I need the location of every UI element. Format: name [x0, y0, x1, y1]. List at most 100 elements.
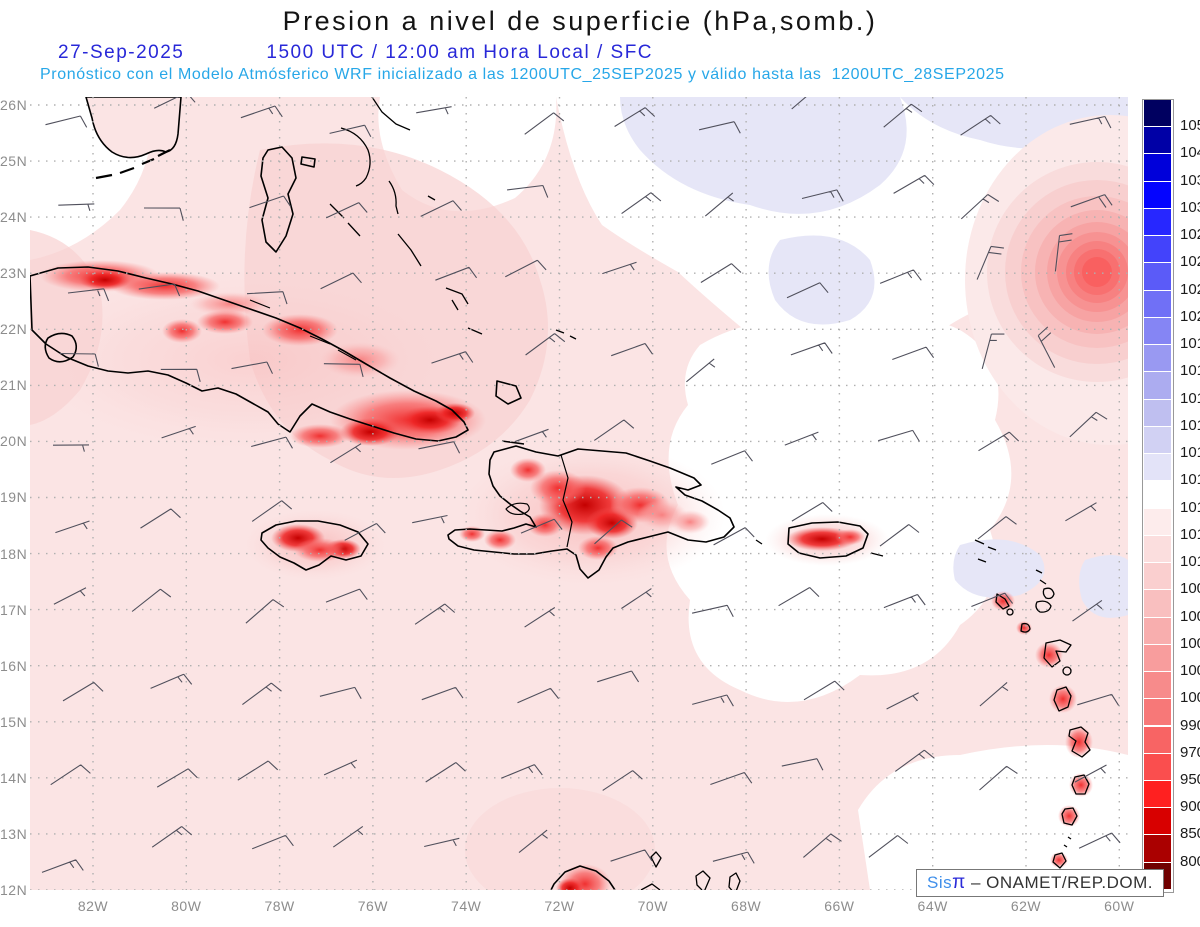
- lat-tick-label: 23N: [0, 265, 28, 282]
- colorbar-swatch: [1144, 753, 1171, 780]
- colorbar-level-label: 1022: [1180, 280, 1200, 298]
- lon-tick-label: 62W: [1010, 898, 1042, 914]
- lat-tick-label: 14N: [0, 769, 28, 786]
- colorbar-swatch: [1144, 399, 1171, 426]
- wind-barbs-layer: [41, 97, 1121, 873]
- shade-white-center-right: [666, 316, 1012, 702]
- lon-tick-label: 82W: [77, 898, 109, 914]
- colorbar-swatch: [1144, 726, 1171, 753]
- lon-tick-label: 76W: [357, 898, 389, 914]
- colorbar-swatch: [1144, 617, 1171, 644]
- lat-tick-label: 20N: [0, 433, 28, 450]
- lon-tick-label: 68W: [730, 898, 762, 914]
- colorbar-level-label: 1012: [1180, 525, 1200, 543]
- colorbar-level-label: 1020: [1180, 307, 1200, 325]
- lon-tick-label: 60W: [1104, 898, 1135, 914]
- coastline-abc-islands: [650, 851, 741, 890]
- shade-blue-1014-1015-top1: [620, 97, 907, 214]
- colorbar-level-label: 1035: [1180, 171, 1200, 189]
- lon-tick-label: 74W: [451, 898, 482, 914]
- lat-tick-label: 16N: [0, 657, 28, 674]
- colorbar-level-label: 800: [1180, 852, 1200, 870]
- coastline-hispaniola: [447, 445, 735, 579]
- coastline-gonave: [505, 502, 530, 516]
- shade-blue-1014-1015-bottomright2: [1079, 555, 1128, 618]
- valid-time: 1500 UTC / 12:00 am Hora Local / SFC: [266, 42, 654, 63]
- lon-tick-label: 70W: [637, 898, 668, 914]
- page-title: Presion a nivel de superficie (hPa,somb.…: [282, 6, 878, 36]
- colorbar-swatch: [1144, 100, 1171, 127]
- colorbar-level-label: 1017: [1180, 389, 1200, 407]
- lat-tick-label: 13N: [0, 825, 28, 842]
- lat-tick-label: 17N: [0, 601, 28, 618]
- colorbar-swatch: [1144, 154, 1171, 181]
- colorbar-swatch: [1144, 372, 1171, 399]
- colorbar-level-label: 900: [1180, 798, 1200, 816]
- coastlines-layer: [30, 97, 1091, 890]
- colorbar-level-label: 1004: [1180, 634, 1200, 652]
- lat-tick-label: 22N: [0, 321, 28, 338]
- colorbar-swatch: [1144, 781, 1171, 808]
- shade-guajira-blob: [465, 788, 655, 890]
- colorbar-swatch: [1144, 345, 1171, 372]
- colorbar-level-label: 1019: [1180, 335, 1200, 353]
- lat-tick-label: 18N: [0, 545, 28, 562]
- colorbar-swatch: [1144, 263, 1171, 290]
- colorbar-swatch: [1144, 535, 1171, 563]
- colorbar-swatch: [1144, 426, 1171, 454]
- lat-tick-label: 24N: [0, 209, 28, 226]
- colorbar-swatch: [1144, 590, 1171, 617]
- coastline-tortuga: [501, 440, 525, 445]
- colorbar-level-label: 1030: [1180, 198, 1200, 216]
- colorbar-level-label: 1015: [1180, 444, 1200, 462]
- colorbar-swatch: [1144, 699, 1171, 726]
- colorbar-level-label: 950: [1180, 771, 1200, 788]
- colorbar-swatch: [1144, 672, 1171, 699]
- lon-tick-label: 78W: [264, 898, 295, 914]
- colorbar-level-label: 990: [1180, 716, 1200, 734]
- forecast-description: Pronóstico con el Modelo Atmósferico WRF…: [40, 66, 1005, 83]
- colorbar-swatch: [1144, 644, 1171, 671]
- colorbar-level-label: 970: [1180, 743, 1200, 761]
- coastline-south-america-edge: [640, 883, 661, 890]
- colorbar-level-label: 1002: [1180, 662, 1200, 680]
- colorbar-swatch: [1144, 454, 1171, 481]
- lat-tick-label: 19N: [0, 489, 28, 506]
- coastline-andros: [260, 146, 297, 253]
- lat-tick-label: 12N: [0, 881, 28, 898]
- coastline-new-providence: [300, 156, 316, 168]
- colorbar-level-label: 1040: [1180, 144, 1200, 162]
- coastline-guajira: [550, 865, 616, 890]
- colorbar-swatch: [1144, 508, 1171, 535]
- lon-tick-label: 66W: [824, 898, 855, 914]
- colorbar-level-label: 1025: [1180, 253, 1200, 271]
- shade-blue-1014-1015-mid: [768, 235, 875, 325]
- colorbar-level-label: 1028: [1180, 226, 1200, 244]
- coastline-cuba: [30, 266, 469, 442]
- colorbar-level-label: 1014: [1180, 471, 1200, 489]
- colorbar-level-label: 1006: [1180, 607, 1200, 625]
- coastline-lesser-antilles: [974, 539, 1091, 869]
- colorbar-swatch: [1144, 808, 1171, 835]
- colorbar-level-label: 1016: [1180, 416, 1200, 434]
- watermark-sis: Sis: [927, 873, 953, 892]
- datetime-line: 27-Sep-2025 1500 UTC / 12:00 am Hora Loca…: [58, 42, 653, 64]
- watermark-pi-icon: π: [952, 872, 966, 893]
- coastline-puerto-rico: [787, 521, 869, 559]
- coastline-jamaica: [260, 520, 369, 571]
- colorbar-swatch: [1144, 236, 1171, 263]
- colorbar-level-label: 1008: [1180, 580, 1200, 598]
- colorbar-swatch: [1144, 481, 1171, 508]
- pressure-colorbar: [1142, 99, 1174, 893]
- colorbar-level-label: 1018: [1180, 362, 1200, 380]
- lat-tick-label: 26N: [0, 97, 28, 113]
- colorbar-swatch: [1144, 290, 1171, 317]
- colorbar-swatch: [1144, 563, 1171, 590]
- lon-tick-label: 80W: [171, 898, 202, 914]
- colorbar-level-label: 1013: [1180, 498, 1200, 516]
- coastline-isla-juventud: [44, 332, 78, 363]
- lat-tick-label: 25N: [0, 153, 28, 170]
- colorbar-swatch: [1144, 181, 1171, 208]
